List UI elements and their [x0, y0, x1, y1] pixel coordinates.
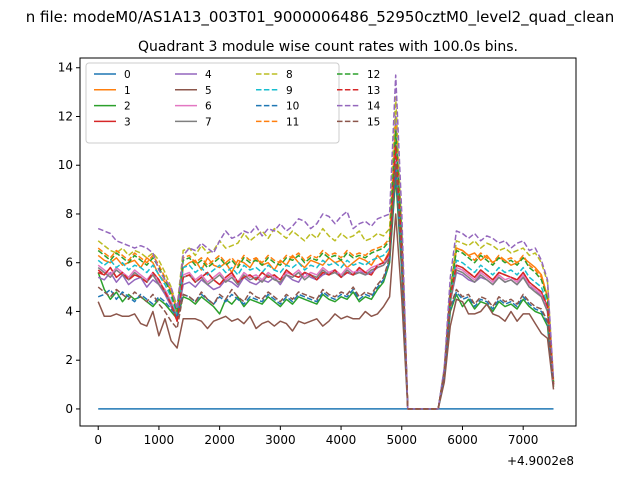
series-line-7	[97, 164, 555, 410]
x-tick-label: 1000	[144, 433, 175, 447]
legend-label-11: 11	[286, 116, 299, 128]
series-line-1	[97, 140, 555, 410]
y-tick-label: 14	[58, 61, 73, 75]
legend-label-1: 1	[124, 85, 131, 97]
legend-label-4: 4	[205, 69, 212, 81]
x-tick-label: 2000	[204, 433, 235, 447]
series-line-9	[97, 135, 555, 410]
series-line-10	[97, 169, 555, 410]
legend-label-10: 10	[286, 101, 299, 113]
series-line-12	[97, 130, 555, 410]
plot-series	[97, 74, 555, 410]
legend-label-0: 0	[124, 69, 131, 81]
series-line-11	[97, 125, 555, 410]
series-line-14	[97, 74, 555, 410]
series-line-15	[97, 162, 555, 410]
series-line-8	[97, 96, 555, 410]
legend-label-2: 2	[124, 101, 131, 113]
x-tick-label: 0	[94, 433, 102, 447]
figure-suptitle: n file: modeM0/AS1A13_003T01_9000006486_…	[26, 8, 615, 27]
plot-frame	[79, 57, 577, 427]
series-line-5	[97, 213, 555, 410]
legend-label-3: 3	[124, 116, 131, 128]
legend-label-9: 9	[286, 85, 293, 97]
legend-label-7: 7	[205, 116, 212, 128]
y-tick-label: 4	[65, 304, 73, 318]
x-tick-label: 7000	[508, 433, 539, 447]
series-line-2	[97, 176, 555, 410]
x-offset-label: +4.9002e8	[507, 454, 574, 468]
legend-label-15: 15	[367, 116, 380, 128]
y-axis-ticks: 0 2 4 6 8 10 12 14	[58, 61, 80, 416]
y-tick-label: 2	[65, 353, 73, 367]
y-tick-label: 8	[65, 207, 73, 221]
legend-label-13: 13	[367, 85, 380, 97]
legend-label-14: 14	[367, 101, 381, 113]
x-tick-label: 4000	[326, 433, 357, 447]
x-axis-ticks: 0 1000 2000 3000 4000 5000 6000 7000	[94, 426, 538, 447]
x-tick-label: 6000	[447, 433, 478, 447]
x-tick-label: 5000	[386, 433, 417, 447]
legend-label-8: 8	[286, 69, 293, 81]
legend-label-6: 6	[205, 101, 212, 113]
chart-title: Quadrant 3 module wise count rates with …	[138, 39, 518, 55]
x-tick-label: 3000	[265, 433, 296, 447]
y-tick-label: 10	[58, 158, 73, 172]
series-line-13	[97, 144, 555, 410]
y-tick-label: 6	[65, 256, 73, 270]
legend-label-12: 12	[367, 69, 380, 81]
legend-box	[85, 62, 340, 144]
legend-label-5: 5	[205, 85, 212, 97]
y-tick-label: 12	[58, 109, 73, 123]
y-tick-label: 0	[65, 402, 73, 416]
